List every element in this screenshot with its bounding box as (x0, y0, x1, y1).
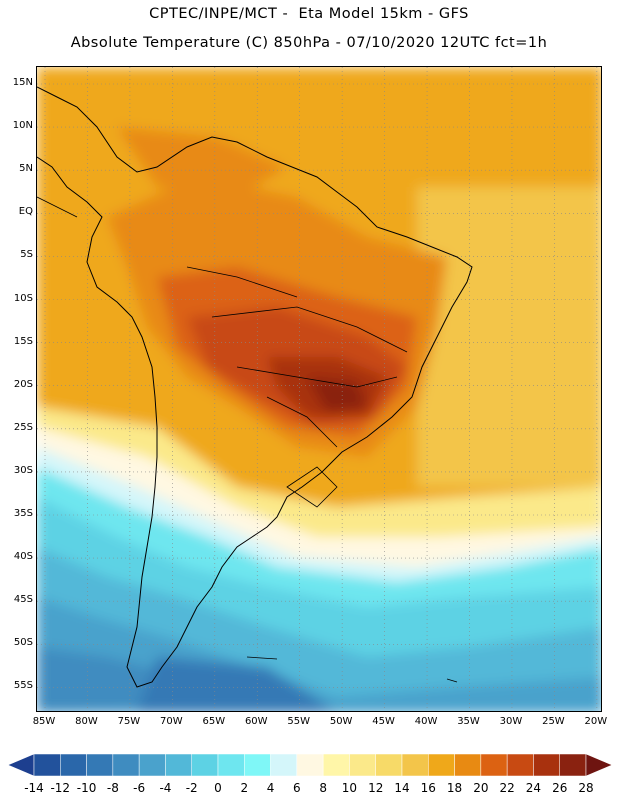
colorbar-label: -14 (24, 781, 44, 795)
colorbar-cell (217, 753, 245, 777)
colorbar-cell (296, 753, 324, 777)
lon-label: 50W (329, 716, 353, 727)
colorbar-cell (60, 753, 87, 777)
lat-label: 5N (19, 163, 33, 175)
lat-label: 15S (13, 335, 33, 347)
lon-label: 55W (287, 716, 310, 727)
colorbar-label: -2 (185, 781, 198, 795)
lat-label: 25S (13, 421, 33, 433)
colorbar-label: -4 (159, 781, 172, 795)
map-title-line2: Absolute Temperature (C) 850hPa - 07/10/… (70, 35, 548, 51)
colorbar-label: 14 (394, 781, 410, 795)
lon-label: 85W (32, 716, 56, 727)
colorbar-cell (244, 753, 271, 777)
colorbar-cell (375, 753, 403, 777)
colorbar-cell (86, 753, 114, 777)
colorbar-label: 28 (578, 781, 594, 795)
temperature-map (36, 66, 602, 712)
colorbar-label: 20 (473, 781, 489, 795)
lon-label: 30W (499, 716, 523, 727)
lon-label: 45W (372, 716, 395, 727)
map-title-line1: CPTEC/INPE/MCT - Eta Model 15km - GFS (149, 6, 469, 22)
colorbar-cell (33, 753, 61, 777)
colorbar-cell (559, 753, 587, 777)
lat-label: 35S (13, 508, 33, 519)
lon-label: 40W (414, 716, 438, 727)
lat-label: 20S (13, 378, 33, 390)
colorbar-cell (454, 753, 482, 777)
lon-label: 35W (457, 716, 480, 727)
coastline (37, 86, 473, 688)
colorbar-label: 26 (552, 781, 568, 795)
lat-label: 30S (13, 464, 33, 476)
colorbar-label: 4 (266, 781, 275, 795)
lat-label: 10S (13, 292, 33, 304)
lat-label: 45S (13, 594, 33, 606)
colorbar-label: 0 (214, 781, 222, 795)
colorbar-cell (191, 753, 219, 777)
lon-label: 25W (542, 716, 565, 727)
colorbar-cell (270, 753, 298, 777)
lon-label: 20W (584, 716, 608, 727)
lon-label: 65W (202, 716, 226, 727)
color-scale-bar (7, 753, 613, 777)
temperature-field (37, 67, 601, 711)
colorbar-label: 8 (319, 781, 327, 795)
colorbar-label: 18 (446, 781, 463, 795)
colorbar-cell (322, 753, 350, 777)
colorbar-cell (533, 753, 560, 777)
lat-label: 10N (12, 120, 33, 132)
colorbar-cell (112, 753, 140, 777)
colorbar-cell (428, 753, 455, 777)
lat-label: 40S (13, 551, 33, 563)
colorbar-label: 22 (499, 781, 515, 795)
colorbar-label: 24 (525, 781, 542, 795)
lat-label: 50S (13, 637, 33, 649)
colorbar-label: 16 (420, 781, 436, 795)
colorbar-label: -8 (106, 781, 119, 795)
lat-label: EQ (18, 206, 33, 218)
colorbar-cell (165, 753, 192, 777)
lon-label: 80W (75, 716, 98, 727)
colorbar-label: -6 (133, 781, 146, 795)
colorbar-cell (349, 753, 376, 777)
colorbar-cell (7, 753, 35, 777)
colorbar-label: 10 (341, 781, 358, 795)
colorbar-cell (585, 753, 613, 777)
lat-label: 15N (12, 77, 33, 88)
lon-label: 75W (117, 716, 141, 727)
colorbar-cell (506, 753, 534, 777)
lon-label: 70W (160, 716, 183, 727)
colorbar-label: -10 (76, 781, 97, 795)
colorbar-cell (401, 753, 429, 777)
colorbar-cell (480, 753, 508, 777)
lat-label: 55S (13, 680, 33, 692)
lon-label: 60W (244, 716, 268, 727)
lat-label: 5S (20, 249, 33, 261)
colorbar-label: 2 (240, 781, 249, 795)
colorbar-cell (138, 753, 166, 777)
colorbar-label: 6 (293, 781, 301, 795)
colorbar-label: -12 (50, 781, 71, 795)
map-canvas (37, 67, 601, 711)
colorbar-label: 12 (368, 781, 384, 795)
